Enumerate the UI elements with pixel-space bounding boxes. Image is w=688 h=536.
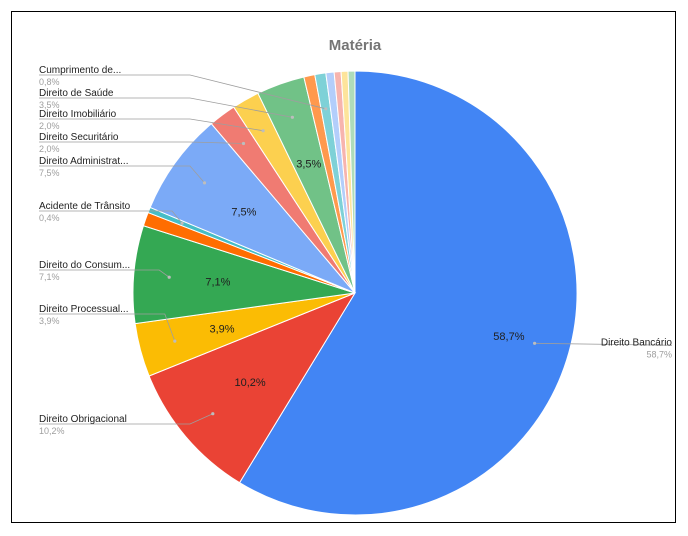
outer-label-direito-obrigacional: Direito Obrigacional [39,414,127,425]
leader-line-direito-obrigacional [39,413,213,425]
pie-slice-unlabeled[interactable] [347,70,356,294]
outer-label-cumprimento-de: Cumprimento de... [39,65,121,76]
leader-dot-cumprimento-de [324,107,328,111]
leader-line-direito-administrat [39,165,205,184]
leader-dot-direito-bancario [533,341,537,345]
leader-dot-direito-de-saude [290,115,294,119]
outer-value-direito-bancario: 58,7% [646,349,672,359]
outer-value-direito-securitario: 2,0% [39,144,60,154]
leader-dot-direito-imobiliario [261,129,265,133]
inner-labels: 58,7% 10,2% 3,9% 7,1% 7,5% 3,5% [205,158,524,389]
outer-value-direito-obrigacional: 10,2% [39,426,65,436]
leader-line-direito-do-consum [39,269,170,278]
outer-value-direito-de-saude: 3,5% [39,100,60,110]
outer-label-direito-de-saude: Direito de Saúde [39,88,114,99]
leader-line-acidente-de-transito [39,210,183,224]
inner-label-direito-bancario: 58,7% [493,331,524,343]
inner-label-direito-de-saude: 3,5% [296,158,321,170]
inner-label-direito-obrigacional: 10,2% [234,377,265,389]
leader-line-cumprimento-de [39,74,326,110]
leader-dot-direito-do-consum [167,275,171,279]
outer-value-acidente-de-transito: 0,4% [39,213,60,223]
pie-slices [132,70,578,516]
outer-value-cumprimento-de: 0,8% [39,77,60,87]
outer-value-direito-administrat: 7,5% [39,168,60,178]
inner-label-direito-processual: 3,9% [209,324,234,336]
outer-label-direito-processual: Direito Processual... [39,304,128,315]
leader-line-direito-de-saude [39,97,293,118]
outer-value-direito-processual: 3,9% [39,316,60,326]
outer-label-direito-imobiliario: Direito Imobiliário [39,109,117,120]
chart-title: Matéria [329,37,382,54]
leader-dot-direito-securitario [241,141,246,146]
inner-label-direito-administrat: 7,5% [231,207,256,219]
outer-value-direito-do-consum: 7,1% [39,272,60,282]
inner-label-direito-do-consum: 7,1% [205,276,230,288]
leader-line-direito-bancario [534,342,673,346]
outer-label-acidente-de-transito: Acidente de Trânsito [39,201,131,212]
leader-line-direito-securitario [39,141,244,144]
leader-dot-direito-processual [173,339,177,343]
pie-slice-direito-obrigacional[interactable] [148,291,357,484]
leader-line-direito-imobiliario [39,118,264,132]
leader-line-direito-processual [39,313,176,342]
outer-label-direito-administrat: Direito Administrat... [39,156,128,167]
pie-slice-direito-administrat[interactable] [149,123,356,294]
outer-label-direito-do-consum: Direito do Consum... [39,260,130,271]
pie-slice-direito-bancario[interactable] [238,70,578,516]
leader-dot-direito-administrat [202,181,207,185]
outer-value-direito-imobiliario: 2,0% [39,121,60,131]
leader-dot-direito-obrigacional [211,412,215,416]
leader-dot-acidente-de-transito [180,221,184,225]
outer-label-direito-bancario: Direito Bancário [601,337,673,348]
outer-label-direito-securitario: Direito Securitário [39,132,119,143]
